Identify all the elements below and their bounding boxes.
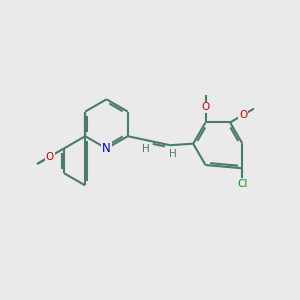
- Text: O: O: [46, 152, 54, 162]
- Text: H: H: [169, 148, 177, 159]
- Text: H: H: [142, 144, 150, 154]
- Text: Cl: Cl: [237, 179, 248, 189]
- Text: O: O: [239, 110, 247, 120]
- Text: O: O: [201, 102, 210, 112]
- Text: N: N: [102, 142, 111, 155]
